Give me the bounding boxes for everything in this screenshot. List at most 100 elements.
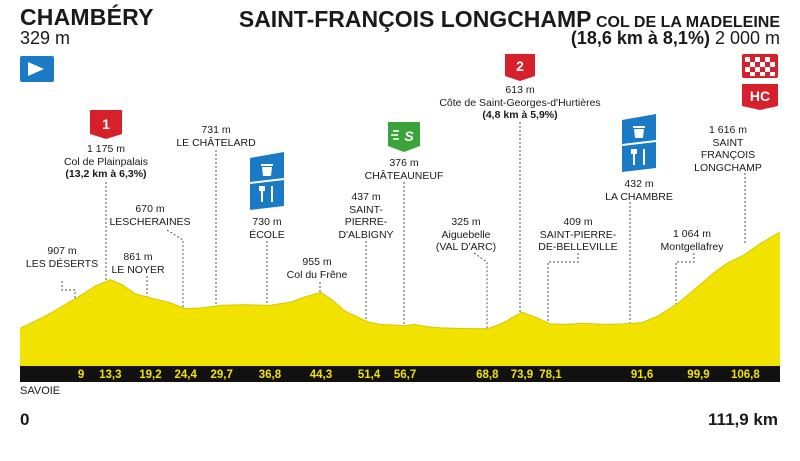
- label-col-plainpalais: 1 175 m Col de Plainpalais (13,2 km à 6,…: [64, 143, 148, 181]
- label-name: LE CHÂTELARD: [176, 136, 256, 149]
- cat1-badge-text: 1: [102, 116, 110, 132]
- sprint-speed-lines-icon: [391, 130, 399, 140]
- label-name: LES DÉSERTS: [25, 257, 99, 270]
- label-name: SAINT-: [349, 203, 383, 216]
- feed-zone-la-chambre: [622, 114, 656, 172]
- label-name: LONGCHAMP: [694, 161, 762, 174]
- label-name: Aiguebelle: [441, 228, 491, 241]
- trash-can-icon: [261, 164, 273, 176]
- region-label: SAVOIE: [20, 385, 61, 397]
- cat2-badge-text: 2: [516, 58, 524, 74]
- label-chateauneuf: 376 m CHÂTEAUNEUF: [365, 157, 444, 182]
- trash-can-icon: [633, 126, 645, 138]
- label-le-chatelard: 731 m LE CHÂTELARD: [176, 124, 255, 149]
- start-km-label: 0: [20, 410, 30, 429]
- label-alt: 409 m: [563, 216, 593, 228]
- label-name: Montgellafrey: [660, 240, 724, 253]
- label-climb: (4,8 km à 5,9%): [482, 109, 558, 121]
- start-town-name: CHAMBÉRY: [20, 4, 154, 30]
- fork-knife-icon: [259, 186, 273, 202]
- hc-badge-text: HC: [750, 88, 770, 104]
- hc-climb-badge: HC: [742, 84, 778, 110]
- fork-knife-icon: [631, 149, 645, 165]
- leader-montgellafrey: [675, 253, 695, 305]
- label-alt: 731 m: [201, 124, 231, 136]
- km-tick-label: 106,8: [731, 369, 760, 381]
- label-col-du-frene: 955 m Col du Frêne: [287, 256, 348, 281]
- km-tick-labels: 9 13,3 19,2 24,4 29,7 36,8 44,3 51,4 56,7 68,8 73,…: [78, 369, 760, 381]
- leader-les-deserts: [61, 281, 76, 300]
- label-alt: 613 m: [505, 84, 535, 96]
- label-name: D'ALBIGNY: [338, 228, 394, 241]
- km-tick-label: 73,9: [511, 369, 533, 381]
- label-alt: 325 m: [451, 216, 481, 228]
- label-name: (VAL D'ARC): [435, 241, 497, 253]
- km-tick-label: 24,4: [175, 369, 198, 381]
- label-cote-st-georges: 613 m Côte de Saint-Georges-d'Hurtières …: [439, 84, 600, 122]
- label-les-deserts: 907 m LES DÉSERTS: [26, 245, 98, 270]
- km-tick-label: 44,3: [310, 369, 332, 381]
- km-tick-label: 78,1: [539, 369, 562, 381]
- cat2-climb-badge: 2: [505, 54, 535, 81]
- finish-title: SAINT-FRANÇOIS LONGCHAMP COL DE LA MADEL…: [239, 6, 780, 33]
- km-tick-label: 91,6: [631, 369, 653, 381]
- finish-checkered-flag-icon: [742, 54, 778, 78]
- finish-town-name: SAINT-FRANÇOIS LONGCHAMP: [238, 6, 592, 32]
- label-name: FRANÇOIS: [700, 149, 756, 161]
- km-tick-label: 13,3: [99, 369, 121, 381]
- finish-altitude: 2 000 m: [714, 28, 780, 48]
- label-la-chambre: 432 m LA CHAMBRE: [605, 178, 673, 203]
- km-axis-band: [20, 366, 780, 382]
- label-name: LESCHERAINES: [109, 215, 191, 228]
- label-alt: 1 064 m: [673, 228, 711, 240]
- label-name: Côte de Saint-Georges-d'Hurtières: [439, 96, 601, 109]
- label-alt: 730 m: [252, 216, 282, 228]
- feed-zone-ecole: [250, 152, 284, 210]
- label-alt: 907 m: [47, 245, 77, 257]
- km-tick-label: 56,7: [394, 369, 416, 381]
- label-alt: 1 175 m: [87, 143, 125, 155]
- label-st-francois: 1 616 m SAINT FRANÇOIS LONGCHAMP: [694, 124, 762, 174]
- km-tick-label: 99,9: [687, 369, 709, 381]
- label-alt: 432 m: [624, 178, 654, 190]
- total-distance-label: 111,9 km: [708, 410, 778, 429]
- label-ecole: 730 m ÉCOLE: [249, 216, 285, 241]
- label-name: SAINT-PIERRE-: [539, 228, 617, 241]
- km-tick-label: 9: [78, 369, 84, 381]
- leader-lines: [61, 122, 746, 345]
- feed-icon: [250, 180, 284, 210]
- km-tick-label: 19,2: [139, 369, 161, 381]
- sprint-badge-text: S: [404, 128, 414, 144]
- label-st-pierre-albigny: 437 m SAINT- PIERRE- D'ALBIGNY: [338, 191, 393, 241]
- label-name: CHÂTEAUNEUF: [364, 169, 444, 182]
- label-le-noyer: 861 m LE NOYER: [111, 251, 164, 276]
- label-climb: (13,2 km à 6,3%): [65, 168, 147, 180]
- label-st-pierre-belleville: 409 m SAINT-PIERRE- DE-BELLEVILLE: [538, 216, 617, 254]
- finish-climb-info: (18,6 km à 8,1%) 2 000 m: [571, 28, 780, 49]
- label-alt: 376 m: [389, 157, 419, 169]
- profile-area: [20, 232, 780, 366]
- label-name: LE NOYER: [111, 263, 165, 276]
- label-name: DE-BELLEVILLE: [538, 241, 618, 253]
- sprint-badge: S: [388, 122, 420, 152]
- label-alt: 861 m: [123, 251, 153, 263]
- feed-icon: [622, 142, 656, 172]
- label-lescheraines: 670 m LESCHERAINES: [109, 203, 190, 228]
- label-alt: 955 m: [302, 256, 332, 268]
- label-name: LA CHAMBRE: [605, 190, 673, 203]
- label-alt: 437 m: [351, 191, 381, 203]
- finish-climb-gradient: (18,6 km à 8,1%): [570, 28, 710, 48]
- label-name: Col du Frêne: [286, 268, 348, 281]
- leader-aiguebelle: [473, 252, 488, 345]
- label-name: PIERRE-: [344, 216, 388, 228]
- label-name: ÉCOLE: [249, 228, 285, 241]
- km-tick-label: 68,8: [476, 369, 499, 381]
- label-alt: 1 616 m: [709, 124, 747, 136]
- finish-climb-name: COL DE LA MADELEINE: [595, 14, 780, 31]
- km-tick-label: 51,4: [358, 369, 381, 381]
- km-tick-label: 36,8: [259, 369, 282, 381]
- label-aiguebelle: 325 m Aiguebelle (VAL D'ARC): [436, 216, 496, 254]
- leader-st-pierre-belleville: [547, 253, 579, 342]
- cat1-climb-badge: 1: [90, 110, 122, 139]
